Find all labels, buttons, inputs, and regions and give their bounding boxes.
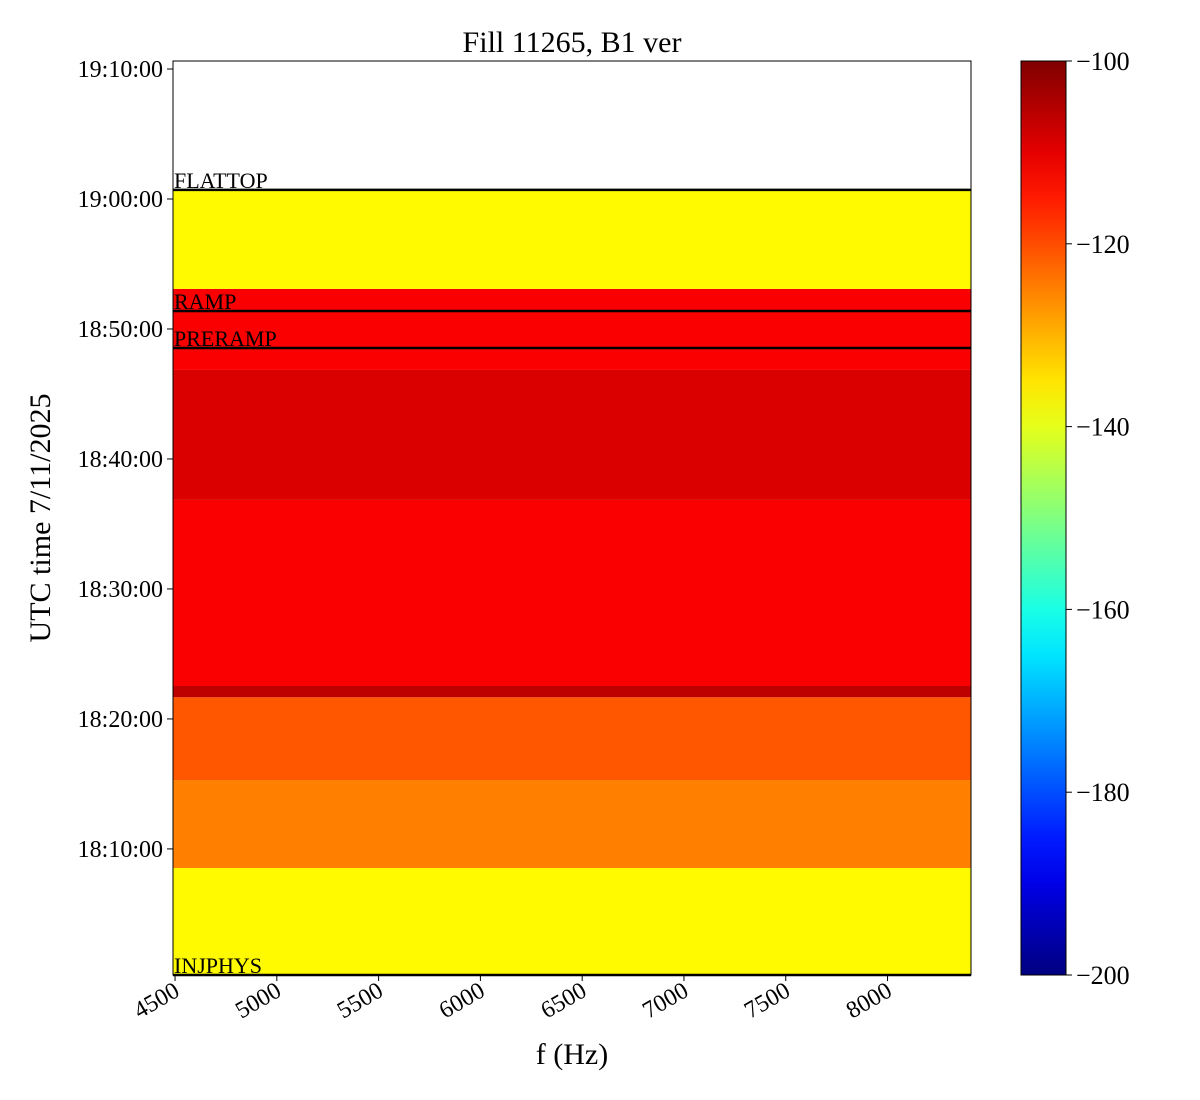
heat-band: [173, 867, 971, 975]
colorbar-tick-label: −160: [1076, 595, 1130, 624]
heat-band: [173, 369, 971, 500]
colorbar-tick-label: −120: [1076, 230, 1130, 259]
x-axis-label: f (Hz): [536, 1038, 608, 1071]
plot-frame: [172, 60, 972, 976]
colorbar: [1020, 60, 1067, 976]
y-tick-label: 18:20:00: [78, 707, 163, 733]
y-tick-label: 18:10:00: [78, 837, 163, 863]
y-axis-label: UTC time 7/11/2025: [24, 394, 57, 643]
x-tick-label: 5000: [231, 978, 286, 1025]
y-tick-label: 19:10:00: [78, 57, 163, 83]
colorbar-tick-label: −140: [1076, 413, 1130, 442]
x-tick-label: 4500: [129, 978, 184, 1025]
x-tick-label: 7000: [638, 978, 693, 1025]
event-label: PRERAMP: [174, 326, 277, 351]
y-tick-label: 18:30:00: [78, 577, 163, 603]
chart-title: Fill 11265, B1 ver: [463, 26, 682, 59]
event-label: FLATTOP: [174, 168, 268, 193]
y-tick-label: 19:00:00: [78, 187, 163, 213]
event-label: INJPHYS: [174, 953, 262, 978]
y-tick-label: 18:40:00: [78, 447, 163, 473]
x-tick-label: 5500: [333, 978, 388, 1025]
y-tick-label: 18:50:00: [78, 317, 163, 343]
colorbar-tick-label: −200: [1076, 961, 1130, 990]
x-tick-label: 7500: [740, 978, 795, 1025]
x-tick-label: 6500: [537, 978, 592, 1025]
event-label: RAMP: [174, 289, 236, 314]
heat-band: [173, 686, 971, 698]
colorbar-tick-label: −100: [1076, 47, 1130, 76]
heat-band: [173, 189, 971, 289]
x-tick-label: 8000: [842, 978, 897, 1025]
heat-band: [173, 499, 971, 687]
heat-band: [173, 780, 971, 868]
x-tick-label: 6000: [435, 978, 490, 1025]
heat-band: [173, 697, 971, 781]
heat-band: [173, 288, 971, 370]
colorbar-tick-label: −180: [1076, 778, 1130, 807]
